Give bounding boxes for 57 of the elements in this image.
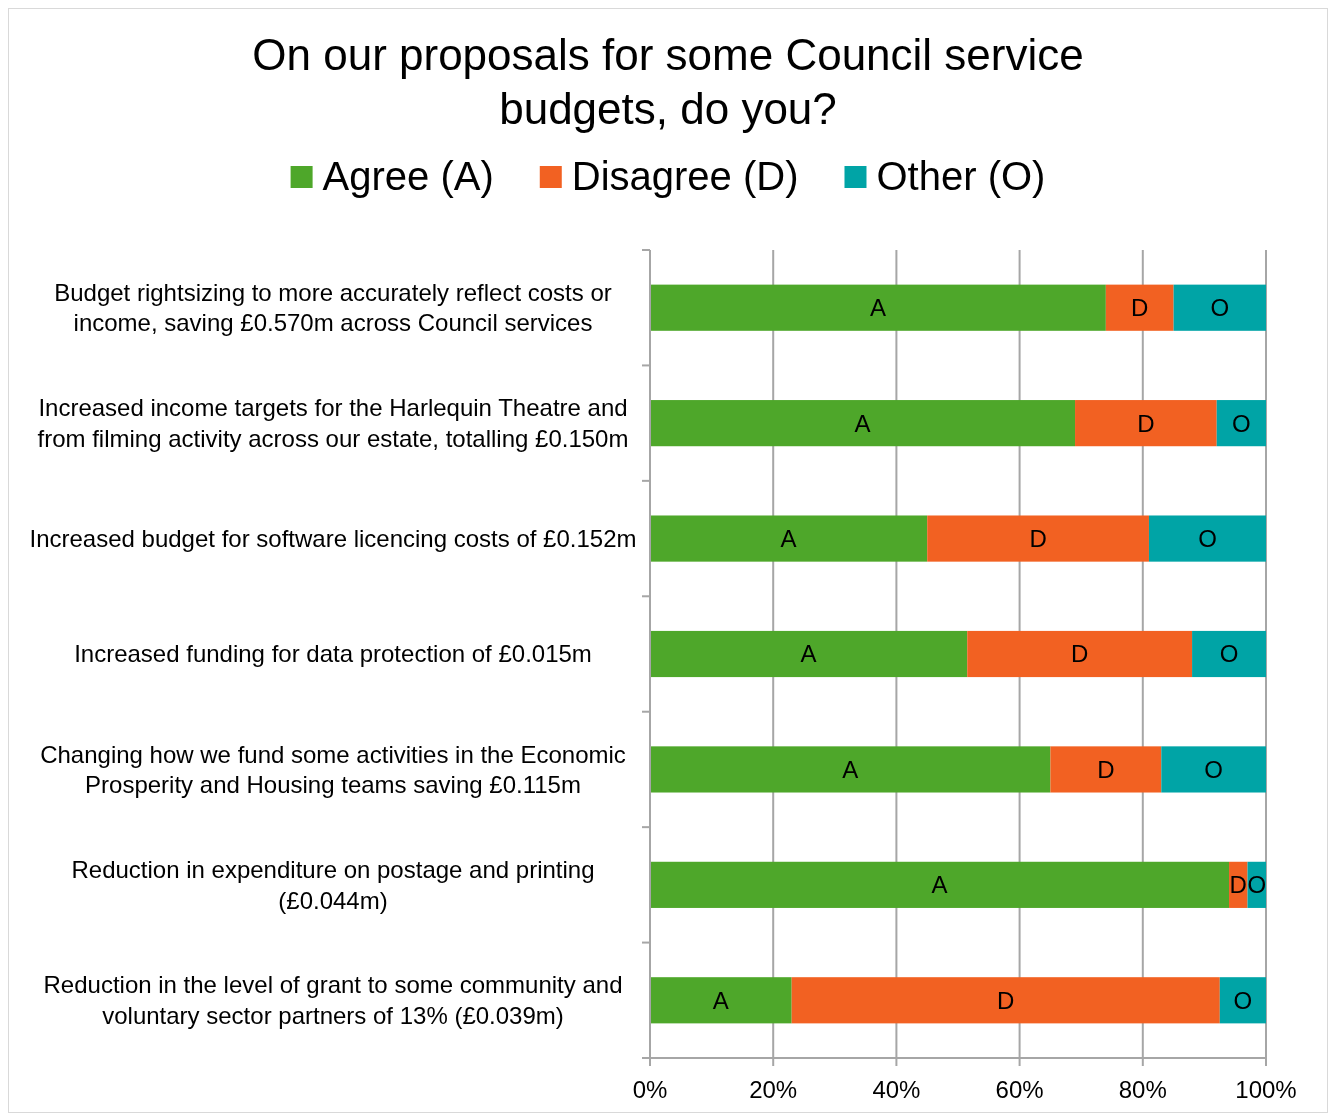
bar xyxy=(1216,400,1266,447)
data-label: O xyxy=(1219,640,1239,668)
bar xyxy=(1105,284,1174,331)
legend-label: Other (O) xyxy=(876,154,1046,198)
data-label: D xyxy=(997,986,1015,1014)
bar xyxy=(967,630,1193,678)
data-label: A xyxy=(712,986,729,1014)
data-label: A xyxy=(869,294,886,322)
data-label: A xyxy=(931,871,948,899)
data-label: D xyxy=(1229,871,1247,899)
data-label: D xyxy=(1029,524,1047,552)
bar xyxy=(650,861,1230,908)
data-label: A xyxy=(854,409,871,437)
y-tick-label: Increased income targets for the Harlequin Theatre and from filming activity across our estate, totalling £0.150m xyxy=(37,394,629,452)
data-label: A xyxy=(842,755,859,783)
y-tick-label: Changing how we fund some activities in the Economic Prosperity and Housing teams saving £0.115m xyxy=(40,740,626,799)
x-tick-label: 0% xyxy=(632,1076,668,1103)
data-label: D xyxy=(1137,409,1155,437)
bar xyxy=(1173,284,1266,331)
data-label: A xyxy=(780,524,797,552)
bar xyxy=(650,977,792,1024)
y-tick-label: Reduction in expenditure on postage and printing (£0.044m) xyxy=(71,856,595,914)
x-tick-label: 100% xyxy=(1235,1076,1297,1103)
bar xyxy=(1161,746,1266,793)
data-label: O xyxy=(1247,871,1267,899)
bar xyxy=(1192,630,1266,678)
bar xyxy=(650,515,928,562)
x-tick-label: 20% xyxy=(749,1076,798,1103)
bar xyxy=(650,400,1076,447)
data-label: A xyxy=(800,640,817,668)
chart-title: On our proposals for some Council service budgets, do you? xyxy=(252,30,1084,133)
bar xyxy=(1148,515,1266,562)
data-label: D xyxy=(1097,755,1115,783)
bar xyxy=(1219,977,1266,1024)
data-label: D xyxy=(1070,640,1089,668)
legend-label: Agree (A) xyxy=(322,154,494,198)
legend-label: Disagree (D) xyxy=(571,154,799,198)
y-tick-label: Budget rightsizing to more accurately reflect costs or income, saving £0.570m across Council services xyxy=(54,278,612,337)
data-label: O xyxy=(1233,986,1253,1014)
bar xyxy=(1075,400,1217,447)
x-tick-label: 80% xyxy=(1118,1076,1167,1103)
data-label: O xyxy=(1198,524,1217,552)
bar xyxy=(650,284,1106,331)
y-tick-label: Reduction in the level of grant to some community and voluntary sector partners of 13% (£0.039m) xyxy=(43,971,623,1029)
x-tick-label: 60% xyxy=(995,1076,1044,1103)
data-label: O xyxy=(1210,294,1230,322)
bar xyxy=(650,630,968,678)
x-tick-label: 40% xyxy=(872,1076,921,1103)
data-label: D xyxy=(1131,294,1149,322)
bar xyxy=(650,746,1051,793)
bar xyxy=(927,515,1149,562)
bar xyxy=(1050,746,1162,793)
data-label: O xyxy=(1204,755,1223,783)
data-label: O xyxy=(1232,409,1251,437)
y-tick-label: Increased funding for data protection of £0.015m xyxy=(74,640,592,668)
bar xyxy=(791,977,1220,1024)
y-tick-label: Increased budget for software licencing costs of £0.152m xyxy=(29,524,637,552)
